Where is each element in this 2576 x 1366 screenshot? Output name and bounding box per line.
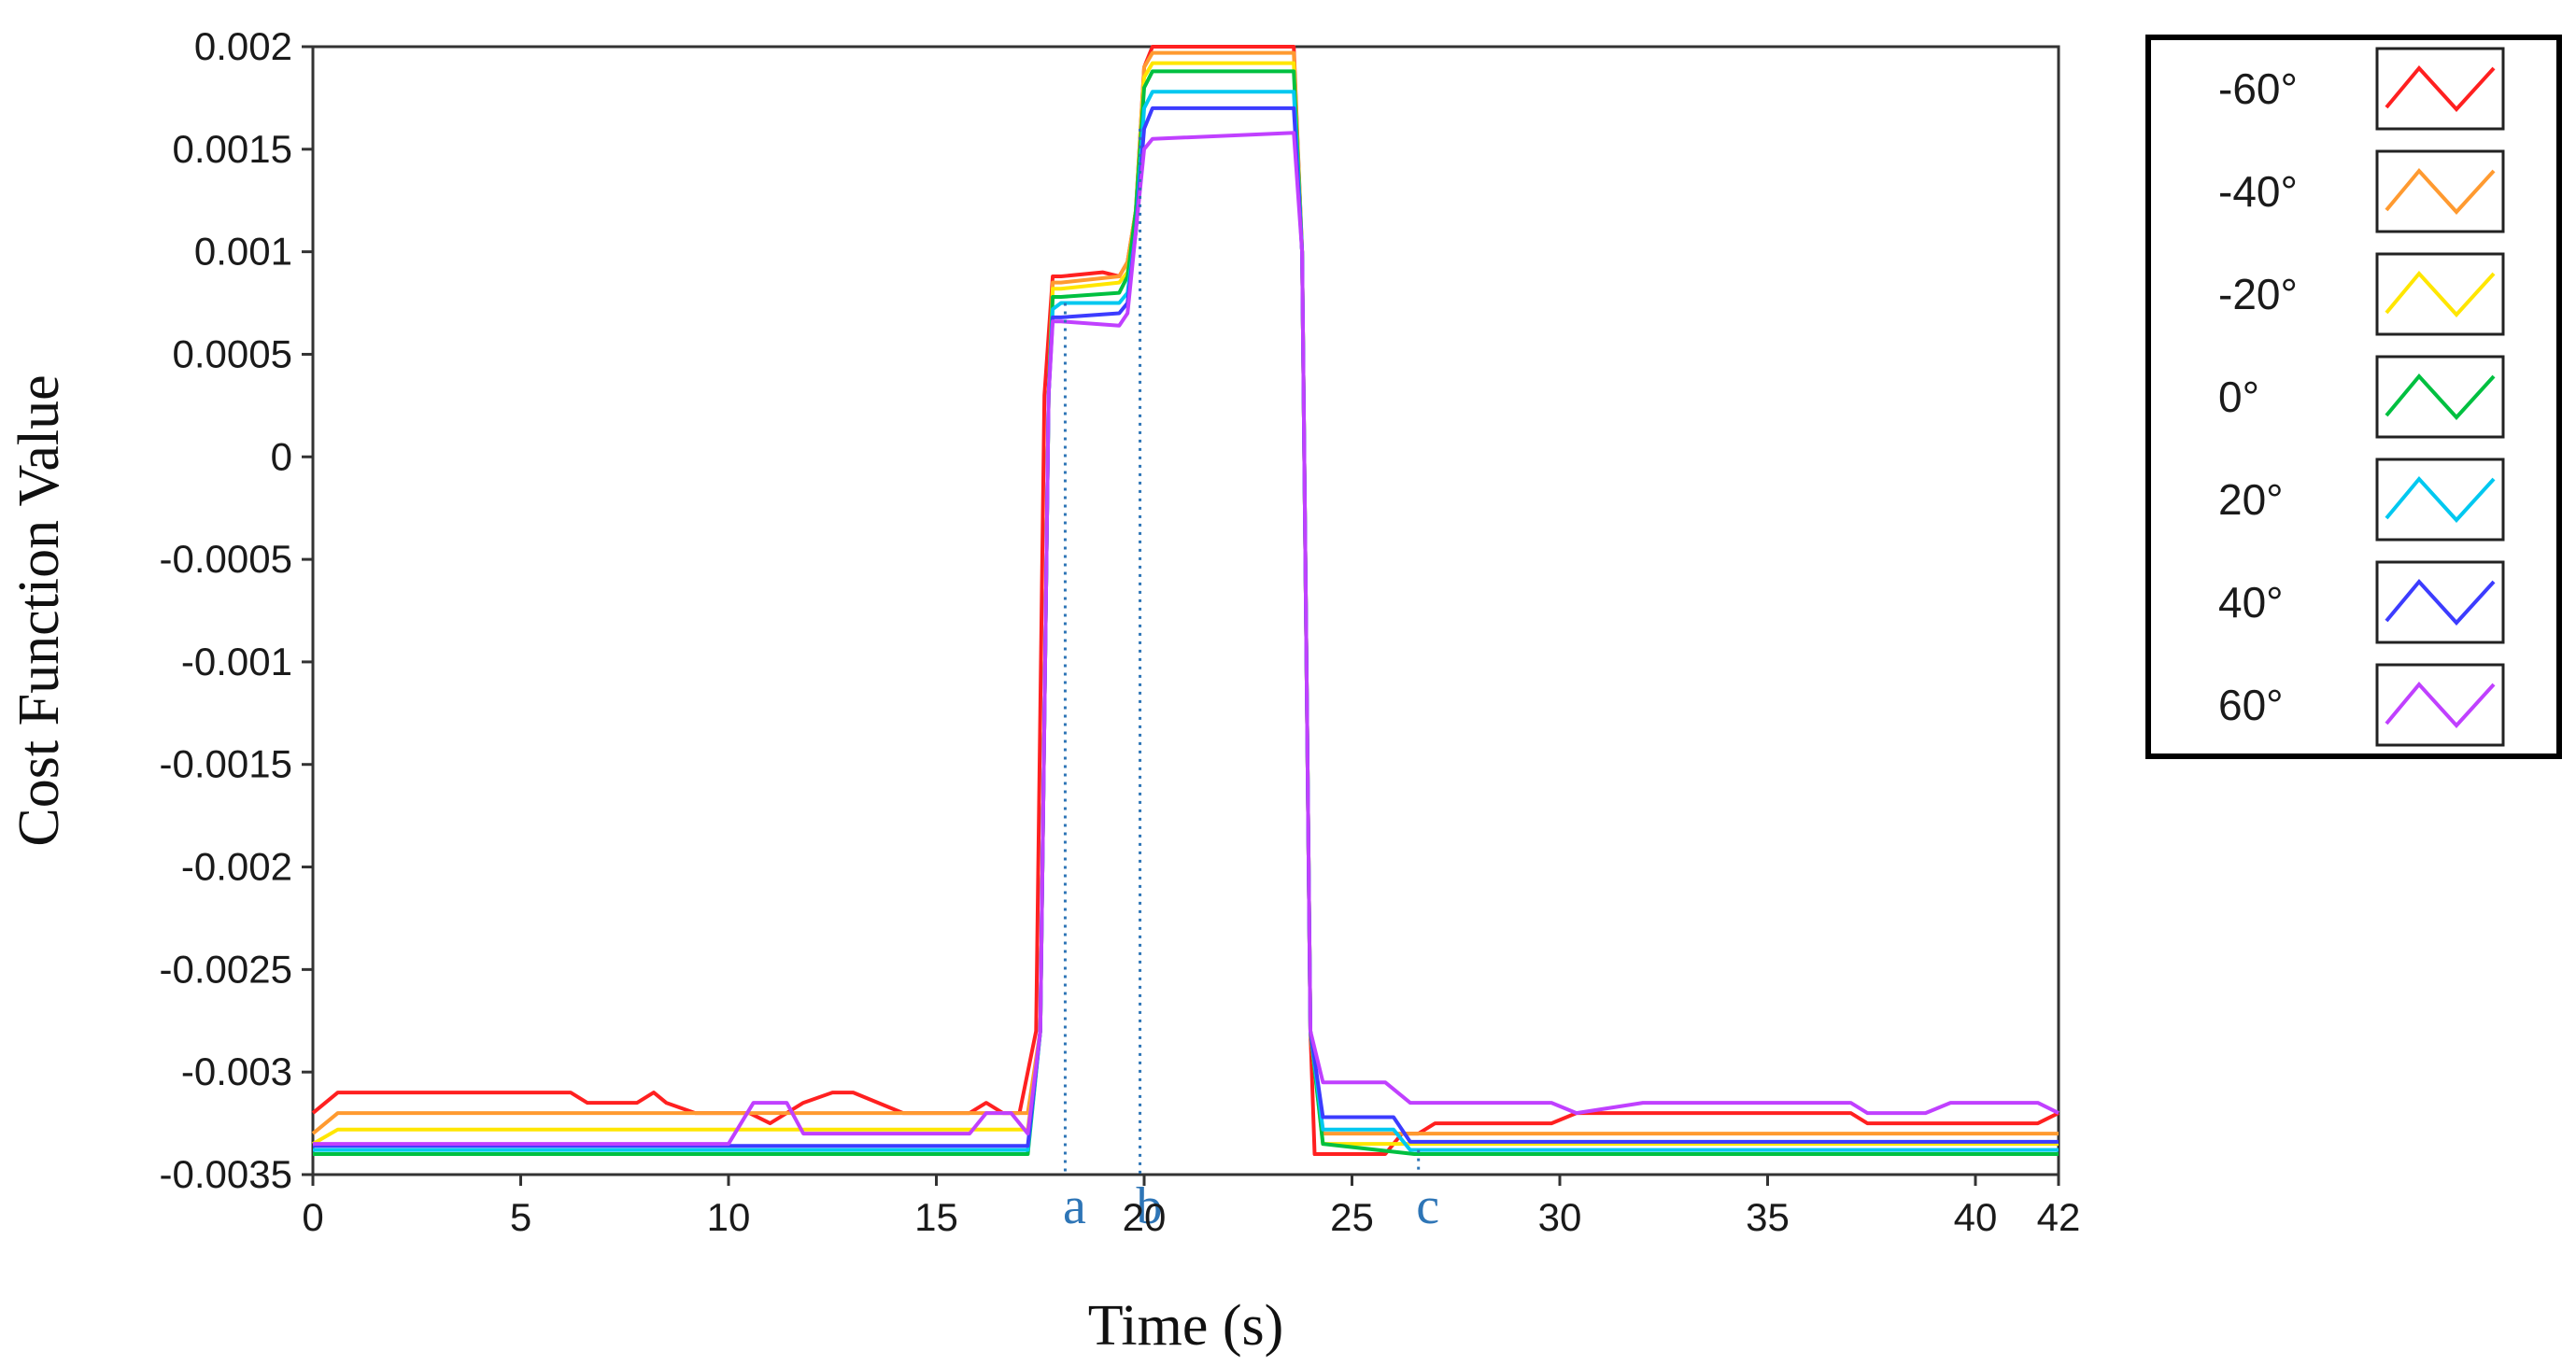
- y-tick-label: -0.001: [181, 640, 292, 683]
- x-axis: 0 5 10 15 20 25 30 35 40 42: [302, 1175, 2080, 1239]
- y-tick-label: -0.0005: [160, 537, 292, 581]
- x-tick-label: 40: [1954, 1195, 1998, 1239]
- legend-swatch: [2375, 252, 2505, 336]
- legend-label: 0°: [2218, 373, 2259, 421]
- legend-swatch-line: [2385, 475, 2496, 523]
- legend-swatch: [2375, 458, 2505, 542]
- y-tick-label: -0.0015: [160, 742, 292, 786]
- x-axis-title: Time (s): [1088, 1294, 1284, 1358]
- plot-background: [311, 45, 2060, 1176]
- x-tick-label: 0: [302, 1195, 323, 1239]
- legend-swatch-line: [2385, 167, 2496, 215]
- legend-swatch-line: [2385, 681, 2496, 728]
- marker-label: b: [1137, 1177, 1163, 1235]
- legend-label: 20°: [2218, 475, 2284, 524]
- y-tick-label: 0.0015: [173, 127, 292, 171]
- x-tick-label: 5: [510, 1195, 531, 1239]
- x-tick-label: 30: [1538, 1195, 1582, 1239]
- y-tick-label: 0.0005: [173, 331, 292, 375]
- legend: -60° -40° -20° 0° 20° 40° 60°: [2145, 35, 2562, 759]
- legend-label: -40°: [2218, 167, 2298, 216]
- legend-swatch-line: [2385, 64, 2496, 112]
- legend-label: 60°: [2218, 681, 2284, 729]
- y-axis: 0.002 0.0015 0.001 0.0005 0 -0.0005 -0.001 -0.0…: [160, 24, 313, 1196]
- marker-label: c: [1416, 1177, 1439, 1235]
- y-tick-label: 0: [271, 434, 292, 478]
- legend-label: -60°: [2218, 64, 2298, 113]
- y-tick-label: -0.003: [181, 1049, 292, 1093]
- legend-swatch-line: [2385, 270, 2496, 317]
- marker-label: a: [1063, 1177, 1086, 1235]
- y-axis-title: Cost Function Value: [7, 374, 71, 846]
- y-tick-label: -0.0025: [160, 947, 292, 991]
- x-tick-label: 42: [2037, 1195, 2081, 1239]
- x-tick-label: 25: [1330, 1195, 1374, 1239]
- legend-swatch-line: [2385, 373, 2496, 420]
- legend-label: 40°: [2218, 578, 2284, 627]
- x-tick-label: 10: [707, 1195, 751, 1239]
- series-line: [313, 131, 2059, 1147]
- y-tick-label: -0.002: [181, 845, 292, 889]
- y-tick-label: -0.0035: [160, 1152, 292, 1196]
- x-tick-label: 15: [914, 1195, 958, 1239]
- y-tick-label: 0.001: [194, 230, 292, 274]
- plot-area: [311, 45, 2060, 1176]
- legend-swatch-line: [2385, 578, 2496, 626]
- x-tick-label: 20: [1123, 1195, 1167, 1239]
- y-tick-label: 0.002: [194, 24, 292, 68]
- x-tick-label: 35: [1746, 1195, 1790, 1239]
- legend-label: -20°: [2218, 270, 2298, 318]
